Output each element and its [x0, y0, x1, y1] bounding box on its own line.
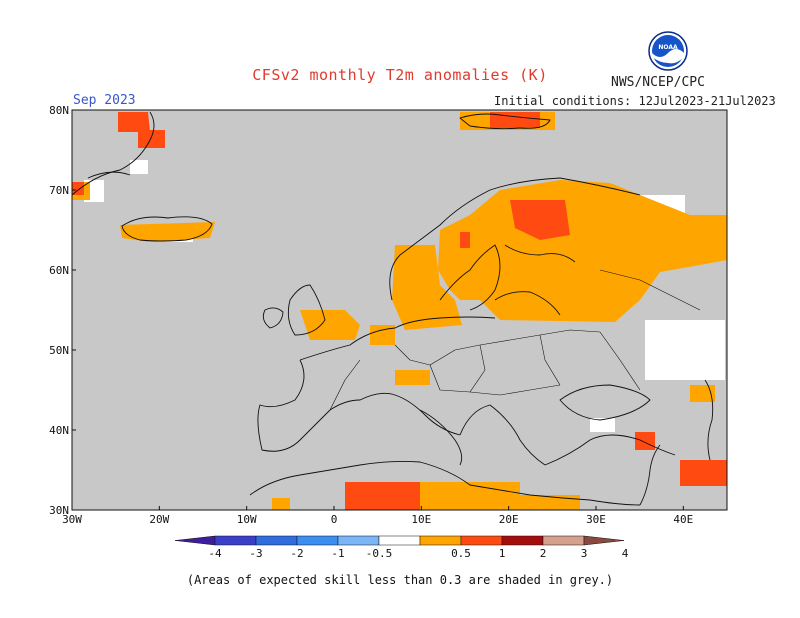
colorbar-segment [296, 535, 339, 546]
anomaly-shading [72, 112, 727, 510]
colorbar-label: -2 [290, 547, 303, 560]
colorbar-segment [378, 535, 421, 546]
lat-tick-label: 40N [49, 424, 69, 437]
map-frame [71, 109, 728, 511]
colorbar-label: -4 [208, 547, 222, 560]
colorbar-label: 2 [540, 547, 547, 560]
lon-tick-label: 40E [673, 513, 693, 526]
colorbar-label: -0.5 [366, 547, 393, 560]
colorbar-label: 0.5 [451, 547, 471, 560]
colorbar-label: -1 [331, 547, 344, 560]
colorbar-segment [419, 535, 462, 546]
lon-tick-label: 20W [149, 513, 169, 526]
lat-tick-label: 60N [49, 264, 69, 277]
latitude-axis: 30N 40N 50N 60N 70N 80N [49, 104, 76, 517]
colorbar-segment [460, 535, 503, 546]
longitude-axis: 30W 20W 10W 0 10E 20E 30E 40E [62, 506, 693, 526]
colorbar-lower-extension [174, 535, 216, 546]
skill-footnote: (Areas of expected skill less than 0.3 a… [186, 573, 614, 587]
noaa-logo-icon: NOAA [648, 31, 688, 71]
lon-tick-label: 10W [237, 513, 257, 526]
lon-tick-label: 0 [331, 513, 338, 526]
lat-tick-label: 30N [49, 504, 69, 517]
lon-tick-label: 10E [411, 513, 431, 526]
lat-tick-label: 80N [49, 104, 69, 117]
lat-tick-label: 50N [49, 344, 69, 357]
colorbar-segment [542, 535, 585, 546]
colorbar-segment [255, 535, 298, 546]
agency-label: NWS/NCEP/CPC [611, 75, 705, 90]
colorbar-label: 4 [622, 547, 629, 560]
colorbar: -4 -3 -2 -1 -0.5 0.5 1 2 3 4 [174, 535, 629, 560]
logo-text: NOAA [658, 44, 678, 51]
lon-tick-label: 30W [62, 513, 82, 526]
colorbar-segment [214, 535, 257, 546]
colorbar-label: 3 [581, 547, 588, 560]
valid-month-label: Sep 2023 [73, 93, 136, 108]
colorbar-segment [501, 535, 544, 546]
lon-tick-label: 30E [586, 513, 606, 526]
map-title: CFSv2 monthly T2m anomalies (K) [252, 66, 548, 84]
colorbar-label: 1 [499, 547, 506, 560]
coastlines [71, 111, 714, 506]
lon-tick-label: 20E [499, 513, 519, 526]
colorbar-segment [337, 535, 380, 546]
lat-tick-label: 70N [49, 184, 69, 197]
colorbar-label: -3 [249, 547, 262, 560]
colorbar-upper-extension [583, 535, 625, 546]
initial-conditions-label: Initial conditions: 12Jul2023-21Jul2023 [494, 94, 776, 108]
